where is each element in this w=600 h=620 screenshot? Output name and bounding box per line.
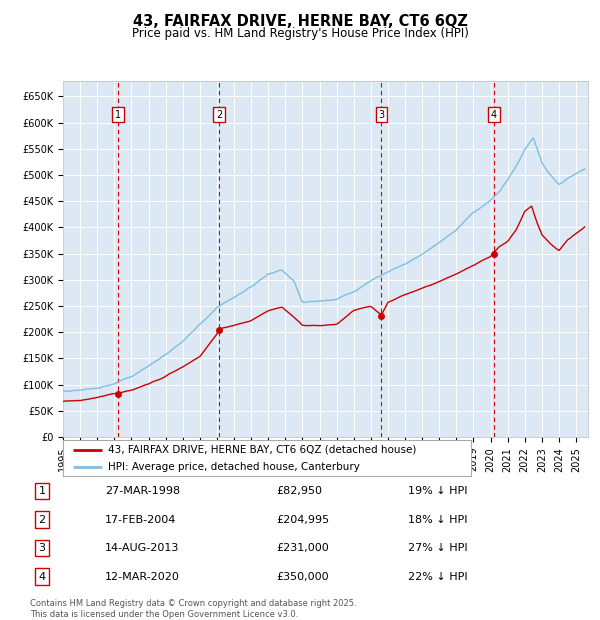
Text: 12-MAR-2020: 12-MAR-2020 [105,572,180,582]
Text: £82,950: £82,950 [276,486,322,496]
Text: 27% ↓ HPI: 27% ↓ HPI [408,543,467,553]
Text: 3: 3 [379,110,385,120]
Text: £204,995: £204,995 [276,515,329,525]
Text: 27-MAR-1998: 27-MAR-1998 [105,486,180,496]
Text: £350,000: £350,000 [276,572,329,582]
Text: 22% ↓ HPI: 22% ↓ HPI [408,572,467,582]
Text: 14-AUG-2013: 14-AUG-2013 [105,543,179,553]
Text: 18% ↓ HPI: 18% ↓ HPI [408,515,467,525]
Text: Contains HM Land Registry data © Crown copyright and database right 2025.
This d: Contains HM Land Registry data © Crown c… [30,600,356,619]
Text: 2: 2 [216,110,222,120]
Text: 1: 1 [38,486,46,496]
Text: Price paid vs. HM Land Registry's House Price Index (HPI): Price paid vs. HM Land Registry's House … [131,27,469,40]
Text: 19% ↓ HPI: 19% ↓ HPI [408,486,467,496]
Text: 43, FAIRFAX DRIVE, HERNE BAY, CT6 6QZ (detached house): 43, FAIRFAX DRIVE, HERNE BAY, CT6 6QZ (d… [108,445,416,455]
Text: 1: 1 [115,110,121,120]
Text: 43, FAIRFAX DRIVE, HERNE BAY, CT6 6QZ: 43, FAIRFAX DRIVE, HERNE BAY, CT6 6QZ [133,14,467,29]
Text: 4: 4 [491,110,497,120]
Text: 17-FEB-2004: 17-FEB-2004 [105,515,176,525]
Text: HPI: Average price, detached house, Canterbury: HPI: Average price, detached house, Cant… [108,462,360,472]
Text: 3: 3 [38,543,46,553]
Text: £231,000: £231,000 [276,543,329,553]
Text: 2: 2 [38,515,46,525]
Text: 4: 4 [38,572,46,582]
